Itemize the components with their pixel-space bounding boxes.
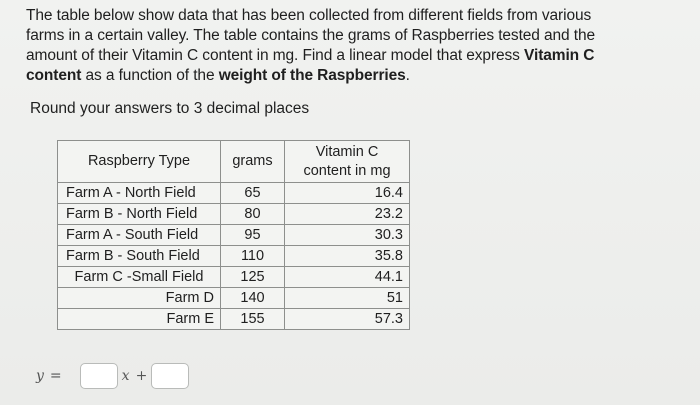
row-vitamin: 16.4 bbox=[284, 182, 410, 204]
row-grams: 140 bbox=[220, 287, 285, 309]
header-grams: grams bbox=[220, 140, 285, 183]
question-line-2: farms in a certain valley. The table con… bbox=[26, 27, 596, 44]
row-grams: 65 bbox=[220, 182, 285, 204]
question-line-4-mid: as a function of the bbox=[81, 67, 219, 84]
table-row: Farm C -Small Field 125 44.1 bbox=[57, 266, 410, 288]
equation-equals-sign: = bbox=[49, 368, 62, 384]
intercept-input[interactable] bbox=[151, 363, 190, 389]
rounding-instruction: Round your answers to 3 decimal places bbox=[30, 100, 310, 117]
data-table: Raspberry Type grams Vitamin C content i… bbox=[57, 140, 410, 330]
linear-model-equation: y = x + bbox=[36, 363, 190, 389]
equation-plus-sign: + bbox=[135, 368, 148, 384]
row-grams: 110 bbox=[220, 245, 285, 267]
table-row: Farm B - South Field 110 35.8 bbox=[57, 245, 410, 267]
question-line-3: amount of their Vitamin C content in mg.… bbox=[26, 46, 686, 66]
row-type: Farm D bbox=[57, 287, 221, 309]
header-vitamin-line-2: content in mg bbox=[303, 162, 391, 179]
question-bold-content: content bbox=[26, 67, 82, 84]
row-type: Farm A - South Field bbox=[57, 224, 221, 246]
row-vitamin: 35.8 bbox=[284, 245, 410, 267]
equation-x-symbol: x bbox=[121, 368, 130, 384]
question-line-3-text: amount of their Vitamin C content in mg.… bbox=[26, 47, 525, 64]
row-type: Farm C -Small Field bbox=[57, 266, 221, 288]
row-vitamin: 51 bbox=[284, 287, 410, 309]
row-type: Farm B - North Field bbox=[57, 203, 221, 225]
table-row: Farm D 140 51 bbox=[57, 287, 410, 309]
row-grams: 125 bbox=[220, 266, 285, 288]
row-grams: 95 bbox=[220, 224, 285, 246]
question-line-1: The table below show data that has been … bbox=[26, 7, 592, 24]
question-bold-vitamin: Vitamin C bbox=[524, 47, 595, 64]
slope-input[interactable] bbox=[79, 363, 118, 389]
question-line-4: content as a function of the weight of t… bbox=[26, 66, 686, 86]
row-type: Farm B - South Field bbox=[57, 245, 221, 267]
equation-y-symbol: y bbox=[36, 368, 44, 384]
question-bold-weight: weight of the Raspberries bbox=[218, 67, 406, 84]
row-grams: 80 bbox=[220, 203, 285, 225]
row-vitamin: 57.3 bbox=[284, 308, 410, 330]
question-line-4-end: . bbox=[405, 67, 410, 84]
row-grams: 155 bbox=[220, 308, 285, 330]
row-vitamin: 30.3 bbox=[284, 224, 410, 246]
header-raspberry-type: Raspberry Type bbox=[57, 140, 221, 183]
table-row: Farm E 155 57.3 bbox=[57, 308, 410, 330]
row-type: Farm E bbox=[57, 308, 221, 330]
table-row: Farm A - South Field 95 30.3 bbox=[57, 224, 410, 246]
row-vitamin: 44.1 bbox=[284, 266, 410, 288]
header-vitamin-c: Vitamin C content in mg bbox=[284, 140, 410, 183]
table-row: Farm B - North Field 80 23.2 bbox=[57, 203, 410, 225]
table-row: Farm A - North Field 65 16.4 bbox=[57, 182, 410, 204]
question-text: The table below show data that has been … bbox=[26, 6, 686, 86]
header-vitamin-line-1: Vitamin C bbox=[315, 143, 379, 160]
row-vitamin: 23.2 bbox=[284, 203, 410, 225]
row-type: Farm A - North Field bbox=[57, 182, 221, 204]
table-header-row: Raspberry Type grams Vitamin C content i… bbox=[57, 140, 410, 183]
